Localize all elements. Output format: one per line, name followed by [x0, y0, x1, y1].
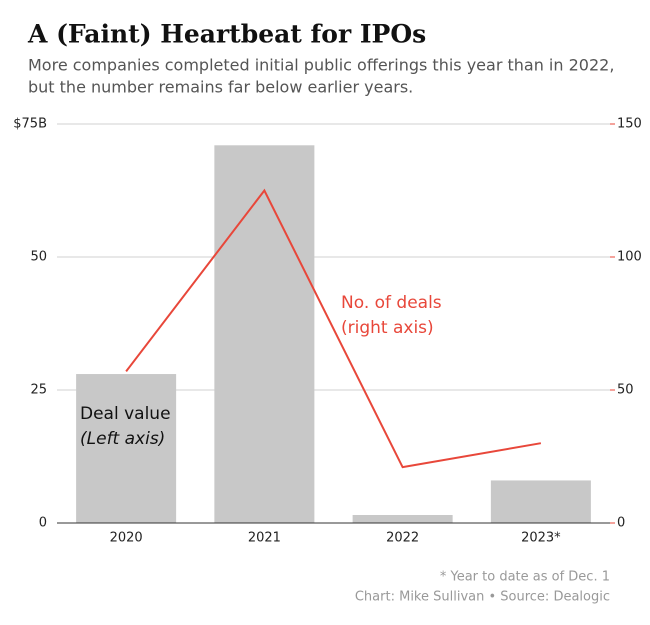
series-label: No. of deals — [341, 293, 442, 313]
x-tick-label: 2021 — [248, 531, 281, 546]
y-tick-label: 0 — [39, 516, 47, 531]
y2-tick-label: 0 — [617, 516, 625, 531]
footnote: * Year to date as of Dec. 1 — [440, 570, 610, 585]
bar — [214, 145, 315, 523]
y2-tick-label: 50 — [617, 383, 634, 398]
bar — [76, 374, 177, 523]
subtitle: but the number remains far below earlier… — [28, 78, 413, 97]
x-tick-label: 2020 — [110, 531, 143, 546]
x-tick-label: 2022 — [386, 531, 419, 546]
annotation: (right axis) — [341, 318, 434, 338]
series-label: Deal value — [80, 404, 171, 424]
subtitle: More companies completed initial public … — [28, 56, 614, 75]
y2-tick-label: 100 — [617, 250, 642, 265]
chart-title: A (Faint) Heartbeat for IPOs — [27, 20, 426, 49]
bar — [352, 515, 453, 523]
bar — [490, 480, 591, 523]
y-tick-label: $75B — [13, 117, 47, 132]
source: Chart: Mike Sullivan • Source: Dealogic — [355, 590, 610, 605]
line — [125, 188, 542, 469]
y2-tick-label: 150 — [617, 117, 642, 132]
y-tick-label: 25 — [30, 383, 47, 398]
x-tick-label: 2023* — [521, 531, 561, 546]
annotation: (Left axis) — [80, 429, 165, 449]
y-tick-label: 50 — [30, 250, 47, 265]
